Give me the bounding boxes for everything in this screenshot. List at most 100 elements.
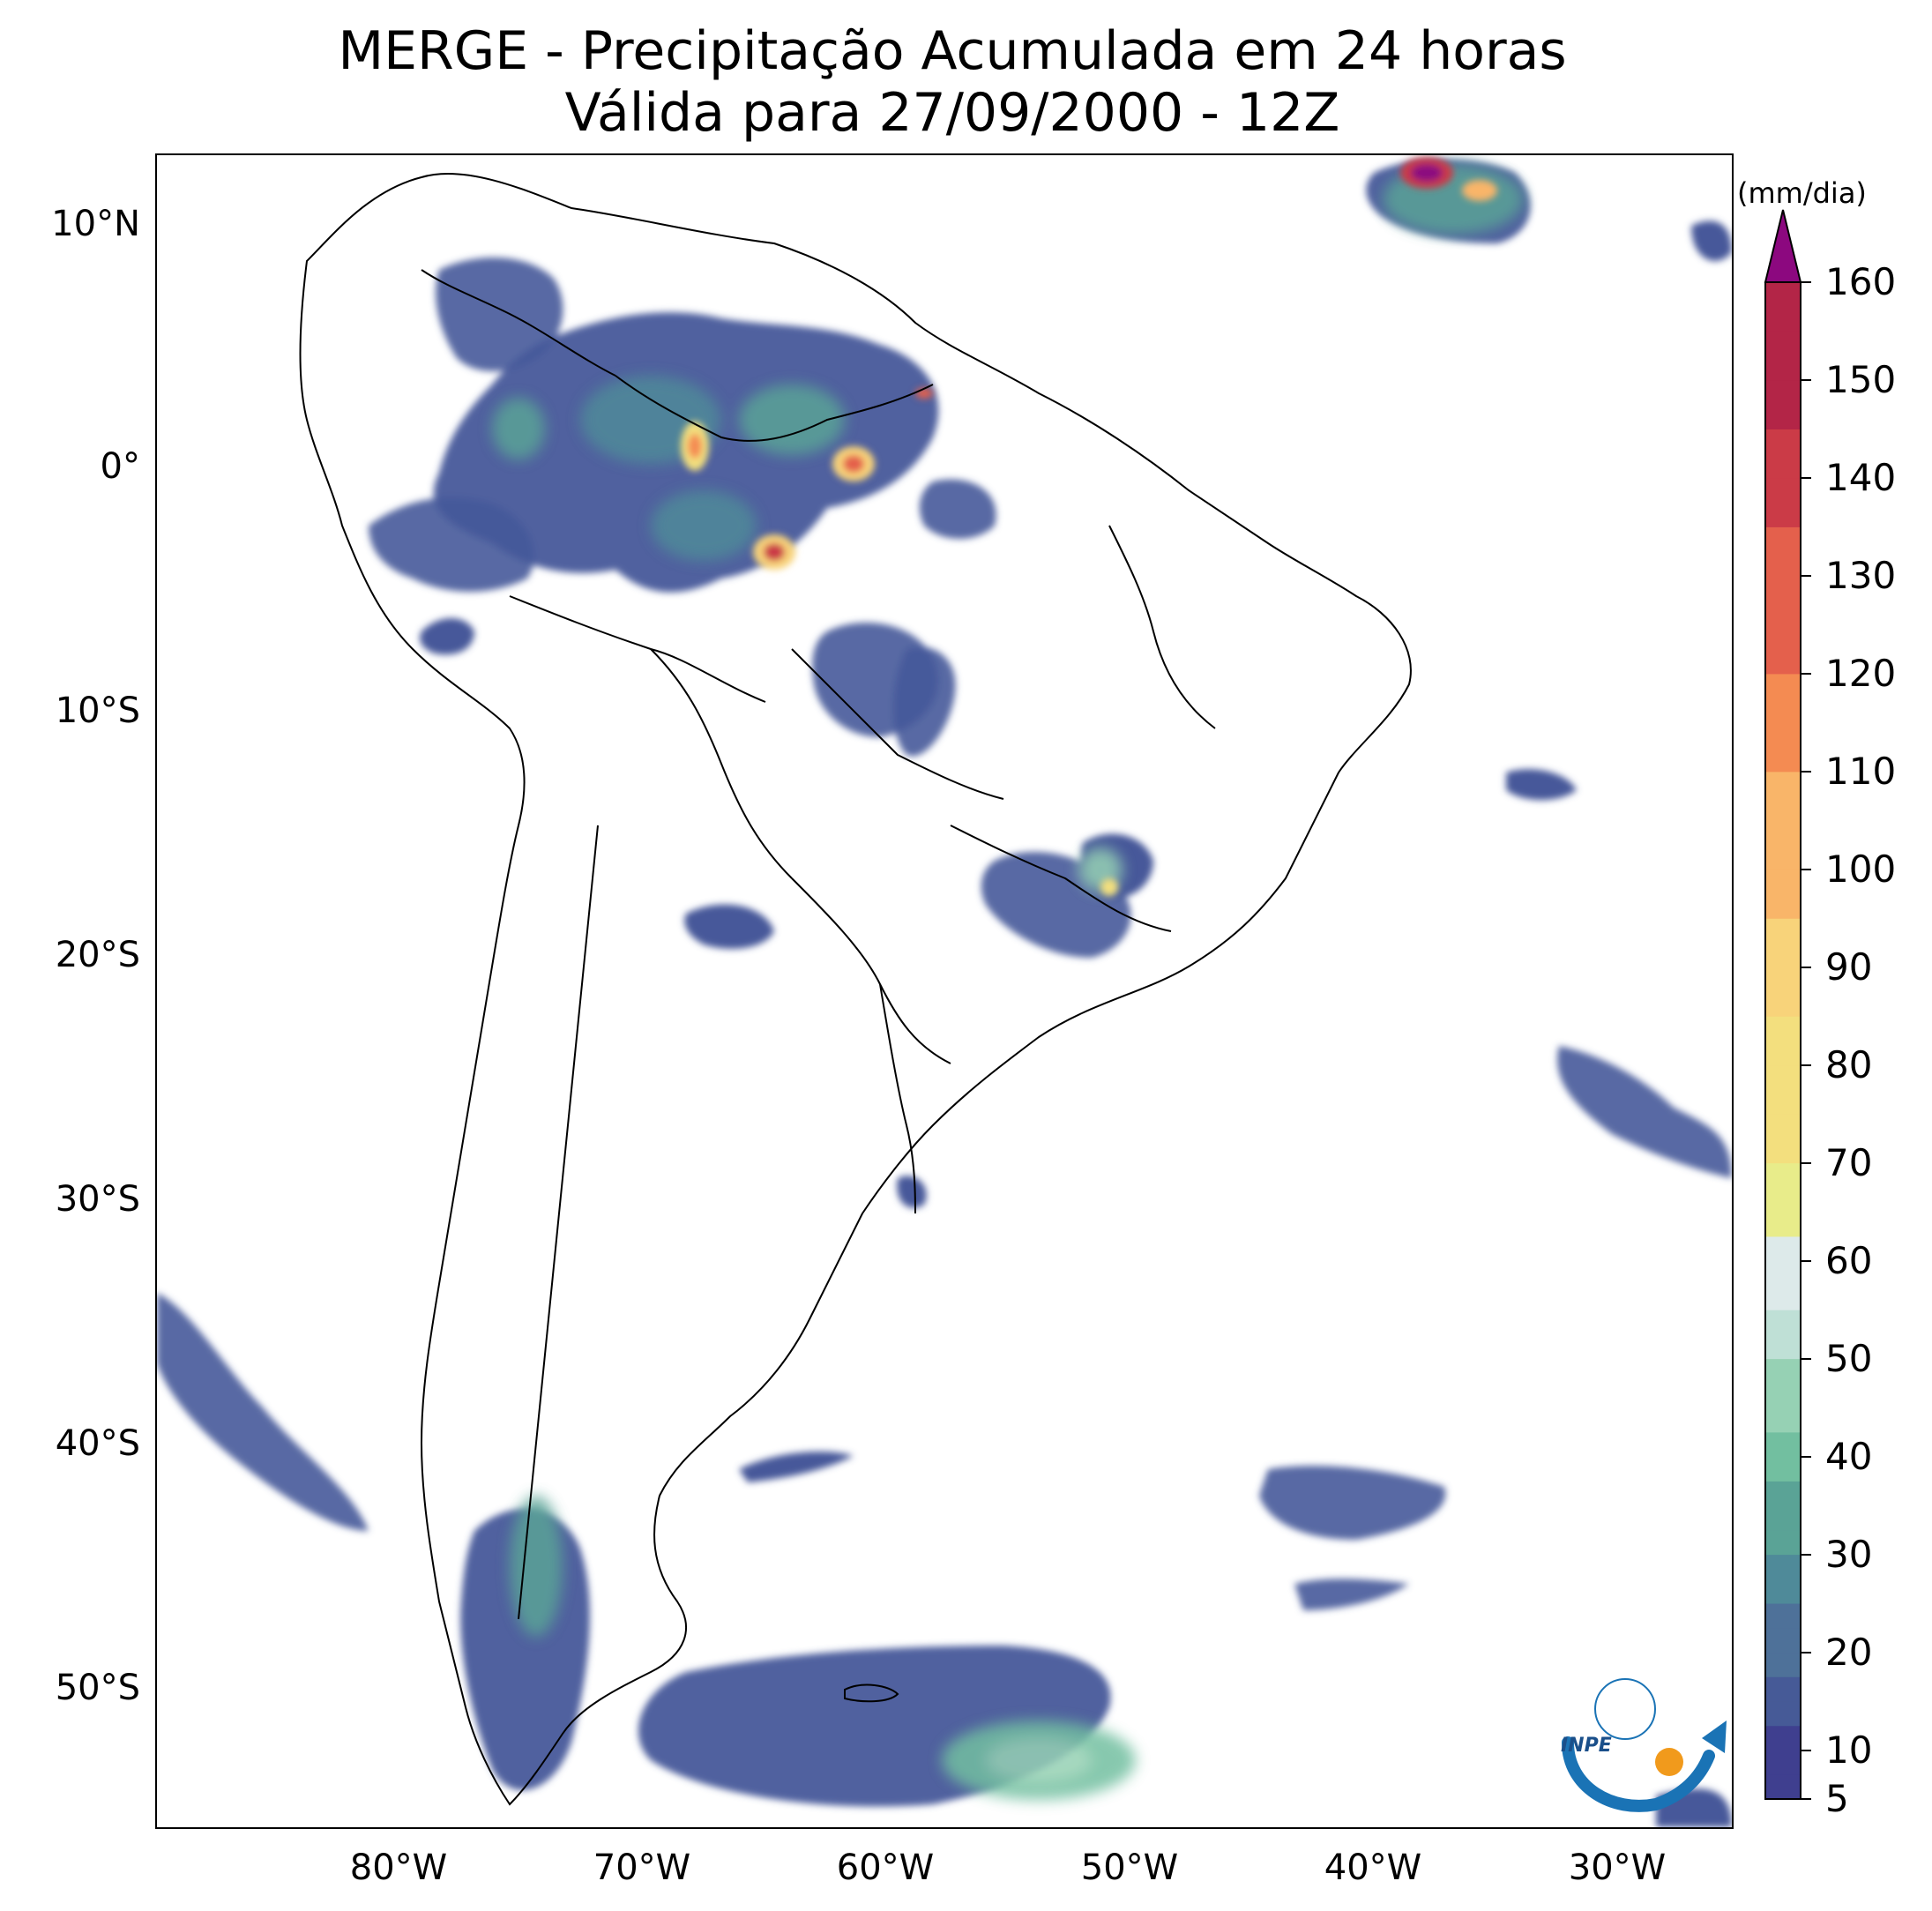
colorbar-segment <box>1765 1774 1801 1800</box>
colorbar-tick-mark <box>1801 1651 1811 1653</box>
precip-atlantic-falklands-east <box>1259 1466 1446 1540</box>
colorbar-tick-mark <box>1801 574 1811 577</box>
colorbar-outline <box>1764 281 1801 1800</box>
lat-label-20s: 20°S <box>55 935 140 975</box>
colorbar-segment <box>1765 1725 1801 1751</box>
colorbar-segment <box>1765 379 1801 429</box>
lon-label-30w: 30°W <box>1568 1848 1667 1888</box>
colorbar-extend-arrow <box>1764 209 1802 283</box>
precip-atlantic-ne-edge <box>1691 220 1732 261</box>
colorbar-segment <box>1765 1481 1801 1506</box>
colorbar-segment <box>1765 1212 1801 1237</box>
colorbar-tick-mark <box>1801 966 1811 968</box>
colorbar-segment <box>1765 771 1801 821</box>
precip-peru-patch <box>420 618 474 655</box>
coastline-borders <box>299 173 1412 1806</box>
precip-mato-grosso <box>684 904 774 949</box>
colorbar-tick-label: 60 <box>1825 1238 1873 1282</box>
colorbar-tick-label: 140 <box>1825 455 1897 499</box>
colorbar-tick-label: 130 <box>1825 553 1897 597</box>
colorbar-tick-label: 110 <box>1825 749 1897 793</box>
colorbar-segment <box>1765 673 1801 723</box>
colorbar-segment <box>1765 1505 1801 1531</box>
colorbar-segment <box>1765 1383 1801 1408</box>
precip-atlantic-tropics <box>1506 769 1577 801</box>
colorbar-segment <box>1765 429 1801 479</box>
lon-label-80w: 80°W <box>349 1848 448 1888</box>
precip-atlantic-southeast <box>1557 1046 1732 1178</box>
colorbar-segment <box>1765 477 1801 527</box>
falklands <box>844 1683 899 1703</box>
precip-heavy <box>681 157 1497 896</box>
lat-label-0: 0° <box>100 446 140 487</box>
colorbar-tick-mark <box>1801 1798 1811 1800</box>
colorbar-segment <box>1765 1310 1801 1335</box>
colorbar-tick-label: 20 <box>1825 1630 1873 1674</box>
colorbar-tick-mark <box>1801 378 1811 381</box>
border-states-ne <box>1108 525 1216 729</box>
map-subtitle: Válida para 27/09/2000 - 12Z <box>564 82 1340 144</box>
colorbar-tick-mark <box>1801 476 1811 479</box>
colorbar-tick-mark <box>1801 1161 1811 1164</box>
precip-northeast <box>919 479 996 539</box>
colorbar-tick-label: 5 <box>1825 1777 1849 1820</box>
border-paraguay <box>791 877 951 1064</box>
lat-label-40s: 40°S <box>55 1423 140 1464</box>
colorbar <box>1764 209 1802 1800</box>
colorbar-tick-mark <box>1801 1357 1811 1360</box>
colorbar-tick-mark <box>1801 1259 1811 1262</box>
precip-atlantic-band <box>1294 1579 1409 1610</box>
colorbar-segment <box>1765 1627 1801 1653</box>
colorbar-segment <box>1765 1750 1801 1775</box>
colorbar-tick-label: 100 <box>1825 847 1897 891</box>
colorbar-tick-mark <box>1801 1455 1811 1458</box>
colorbar-segment <box>1765 1260 1801 1286</box>
precip-colombia <box>436 258 563 371</box>
colorbar-segment <box>1765 1235 1801 1262</box>
colorbar-segment <box>1765 1579 1801 1604</box>
lon-label-70w: 70°W <box>593 1848 691 1888</box>
colorbar-segment <box>1765 1114 1801 1164</box>
colorbar-segment <box>1765 1016 1801 1066</box>
colorbar-segment <box>1765 820 1801 870</box>
colorbar-tick-label: 50 <box>1825 1336 1873 1380</box>
lat-label-30s: 30°S <box>55 1179 140 1220</box>
border-argentina-chile <box>518 825 599 1620</box>
colorbar-tick-label: 10 <box>1825 1728 1873 1772</box>
colorbar-segment <box>1765 624 1801 675</box>
colorbar-tick-label: 40 <box>1825 1434 1873 1478</box>
colorbar-segment <box>1765 1285 1801 1310</box>
colorbar-tick-label: 30 <box>1825 1532 1873 1576</box>
colorbar-segment <box>1765 1333 1801 1360</box>
precipitation-field <box>157 160 1732 1827</box>
colorbar-segment <box>1765 331 1801 381</box>
colorbar-segment <box>1765 526 1801 577</box>
inpe-logo: INPE <box>1561 1678 1727 1812</box>
colorbar-segment <box>1765 1652 1801 1677</box>
colorbar-segment <box>1765 1554 1801 1579</box>
precip-goias <box>893 646 956 757</box>
border-brazil-north <box>615 375 934 442</box>
border-states-se <box>950 825 1172 932</box>
colorbar-segment <box>1765 1358 1801 1384</box>
colorbar-segment <box>1765 967 1801 1017</box>
colorbar-tick-mark <box>1801 672 1811 675</box>
colorbar-segment <box>1765 1701 1801 1727</box>
colorbar-segment <box>1765 1431 1801 1458</box>
colorbar-tick-mark <box>1801 1064 1811 1066</box>
border-argentina-uruguay <box>879 983 916 1214</box>
colorbar-segment <box>1765 1603 1801 1629</box>
colorbar-segment <box>1765 282 1801 332</box>
colorbar-tick-label: 160 <box>1825 260 1897 303</box>
colorbar-tick-label: 80 <box>1825 1042 1873 1086</box>
inpe-logo-text: INPE <box>1561 1735 1612 1757</box>
precip-medium <box>492 164 1524 1800</box>
colorbar-tick-label: 70 <box>1825 1140 1873 1184</box>
colorbar-segment <box>1765 1064 1801 1115</box>
precip-argentina-line <box>739 1452 854 1482</box>
border-colombia-venezuela <box>421 269 616 377</box>
precip-amazon-west <box>369 497 534 592</box>
colorbar-units: (mm/dia) <box>1737 176 1867 210</box>
colorbar-tick-mark <box>1801 770 1811 773</box>
border-brazil-central <box>791 648 1004 800</box>
